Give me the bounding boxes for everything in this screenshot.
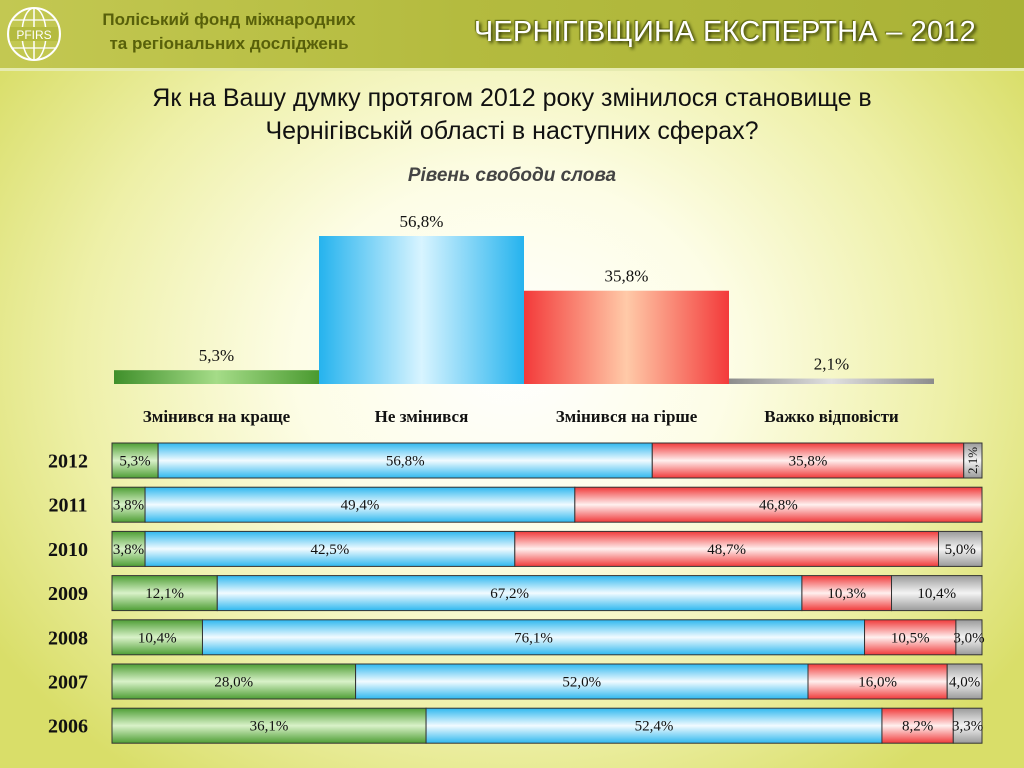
segment-label-2012-hard-to-say: 2,1% (965, 447, 980, 474)
segment-2008-unchanged (201, 619, 866, 656)
segment-2009-worse (801, 575, 893, 612)
segment-label-2008-better: 10,4% (138, 630, 177, 646)
org-line-1: Поліський фонд міжнародних (102, 10, 356, 29)
segment-2012-worse (651, 442, 965, 479)
segment-label-2010-unchanged: 42,5% (311, 542, 350, 558)
segment-label-2006-hard-to-say: 3,3% (952, 719, 983, 735)
segment-2012-better (111, 442, 159, 479)
year-label-2008: 2008 (48, 627, 88, 649)
segment-label-2006-unchanged: 52,4% (635, 719, 674, 735)
segment-2010-better (111, 530, 146, 567)
data-label-worse: 35,8% (605, 267, 649, 286)
pfirs-logo: PFIRS (7, 7, 61, 61)
organization-name: Поліський фонд міжнародних та регіональн… (74, 8, 384, 56)
segment-label-2011-worse: 46,8% (759, 498, 798, 514)
header-band (0, 0, 1024, 71)
category-label-hard-to-say: Важко відповісти (764, 407, 899, 426)
segment-2012-hard-to-say (963, 442, 983, 479)
segment-label-2008-unchanged: 76,1% (514, 630, 553, 646)
bar-hard-to-say (729, 378, 934, 384)
bar-unchanged (319, 236, 524, 384)
segment-2010-unchanged (144, 530, 516, 567)
data-label-better: 5,3% (199, 346, 234, 365)
segment-label-2006-better: 36,1% (250, 719, 289, 735)
segment-2011-worse (574, 486, 983, 523)
segment-2006-better (111, 707, 427, 744)
segment-label-2009-better: 12,1% (145, 586, 184, 602)
segment-2006-worse (881, 707, 954, 744)
segment-label-2006-worse: 8,2% (902, 719, 933, 735)
segment-label-2008-hard-to-say: 3,0% (953, 630, 984, 646)
category-label-unchanged: Не змінився (375, 407, 469, 426)
year-label-2009: 2009 (48, 583, 88, 605)
segment-2009-hard-to-say (891, 575, 983, 612)
category-label-better: Змінився на краще (143, 407, 291, 426)
segment-2011-unchanged (144, 486, 576, 523)
segment-label-2008-worse: 10,5% (891, 630, 930, 646)
segment-label-2007-worse: 16,0% (858, 675, 897, 691)
series-title: ЧЕРНІГІВЩИНА ЕКСПЕРТНА – 2012 (473, 16, 976, 48)
segment-label-2011-unchanged: 49,4% (341, 498, 380, 514)
segment-label-2007-better: 28,0% (214, 675, 253, 691)
segment-2010-hard-to-say (938, 530, 983, 567)
question-line-1: Як на Вашу думку протягом 2012 року змін… (152, 84, 872, 112)
segment-label-2009-unchanged: 67,2% (490, 586, 529, 602)
year-label-2012: 2012 (48, 451, 88, 473)
segment-label-2009-hard-to-say: 10,4% (917, 586, 956, 602)
data-label-unchanged: 56,8% (400, 212, 444, 231)
segment-label-2011-better: 3,8% (113, 498, 144, 514)
top-bar-chart: 5,3% Змінився на краще 56,8% Не змінився 35,… (114, 212, 934, 426)
stacked-bar-chart: 2012 5,3% 56,8% 35,8% 2,1% 2011 3,8% 49,4% 46,8%… (48, 442, 985, 744)
org-line-2: та регіональних досліджень (109, 34, 349, 53)
year-label-2011: 2011 (49, 495, 88, 517)
segment-2008-worse (864, 619, 957, 656)
segment-2012-unchanged (157, 442, 653, 479)
segment-2007-unchanged (355, 663, 809, 700)
year-label-2010: 2010 (48, 539, 88, 561)
segment-2009-better (111, 575, 218, 612)
bar-worse (524, 290, 729, 384)
segment-2009-unchanged (216, 575, 803, 612)
data-label-hard-to-say: 2,1% (814, 355, 849, 374)
question-title: Як на Вашу думку протягом 2012 року змін… (20, 82, 1004, 148)
year-label-2006: 2006 (48, 716, 88, 738)
segment-label-2010-hard-to-say: 5,0% (945, 542, 976, 558)
segment-2006-hard-to-say (952, 707, 983, 744)
category-label-worse: Змінився на гірше (556, 407, 698, 426)
segment-label-2009-worse: 10,3% (827, 586, 866, 602)
segment-2008-hard-to-say (955, 619, 983, 656)
chart-subtitle: Рівень свободи слова (407, 165, 617, 186)
segment-label-2007-unchanged: 52,0% (562, 675, 601, 691)
segment-label-2010-better: 3,8% (113, 542, 144, 558)
segment-2010-worse (514, 530, 939, 567)
year-label-2007: 2007 (48, 672, 88, 694)
bar-better (114, 370, 319, 384)
segment-label-2007-hard-to-say: 4,0% (949, 675, 980, 691)
segment-label-2012-worse: 35,8% (789, 454, 828, 470)
svg-text:PFIRS: PFIRS (16, 28, 51, 42)
question-line-2: Чернігівській області в наступних сферах… (265, 117, 759, 145)
segment-2007-hard-to-say (946, 663, 983, 700)
segment-label-2012-better: 5,3% (119, 454, 150, 470)
segment-label-2010-worse: 48,7% (707, 542, 746, 558)
segment-label-2012-unchanged: 56,8% (386, 454, 425, 470)
